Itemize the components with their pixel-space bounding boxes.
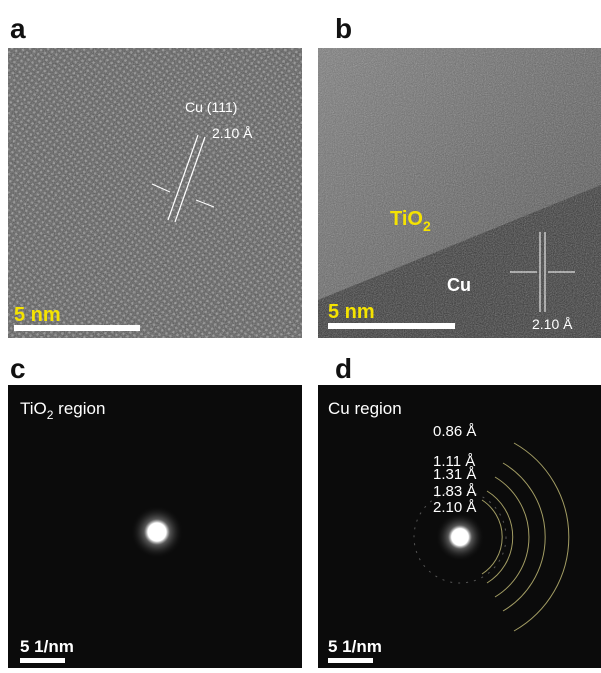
- annotation: Cu (111): [185, 99, 237, 115]
- ring-label: 1.31 Å: [433, 466, 476, 483]
- annotation: 2.10 Å: [532, 316, 573, 332]
- scale-label: 5 1/nm: [328, 637, 382, 656]
- noise: [8, 48, 302, 338]
- scale-bar: [328, 323, 455, 329]
- text: 2: [423, 218, 431, 234]
- scale-label: 5 nm: [328, 301, 375, 323]
- panel-letter: d: [335, 353, 352, 384]
- scale-bar: [20, 658, 65, 663]
- scale-label: 5 1/nm: [20, 637, 74, 656]
- ring-label: 1.83 Å: [433, 483, 476, 500]
- ring-label: 0.86 Å: [433, 423, 476, 440]
- panel-letter: a: [10, 13, 26, 44]
- text: TiO: [390, 208, 423, 230]
- panel-letter: c: [10, 353, 26, 384]
- ring-label: 2.10 Å: [433, 499, 476, 516]
- scale-bar: [328, 658, 373, 663]
- annotation: 2.10 Å: [212, 125, 253, 141]
- region-label: Cu region: [328, 399, 402, 418]
- figure: a Cu (111) 2.10 Å 5 nm b TiO2 Cu 2.10 Å …: [0, 0, 601, 673]
- text: region: [53, 399, 105, 418]
- scale-label: 5 nm: [14, 304, 61, 326]
- text: TiO: [20, 399, 47, 418]
- scale-bar: [14, 325, 140, 331]
- region-label: Cu: [447, 275, 471, 295]
- panel-letter: b: [335, 13, 352, 44]
